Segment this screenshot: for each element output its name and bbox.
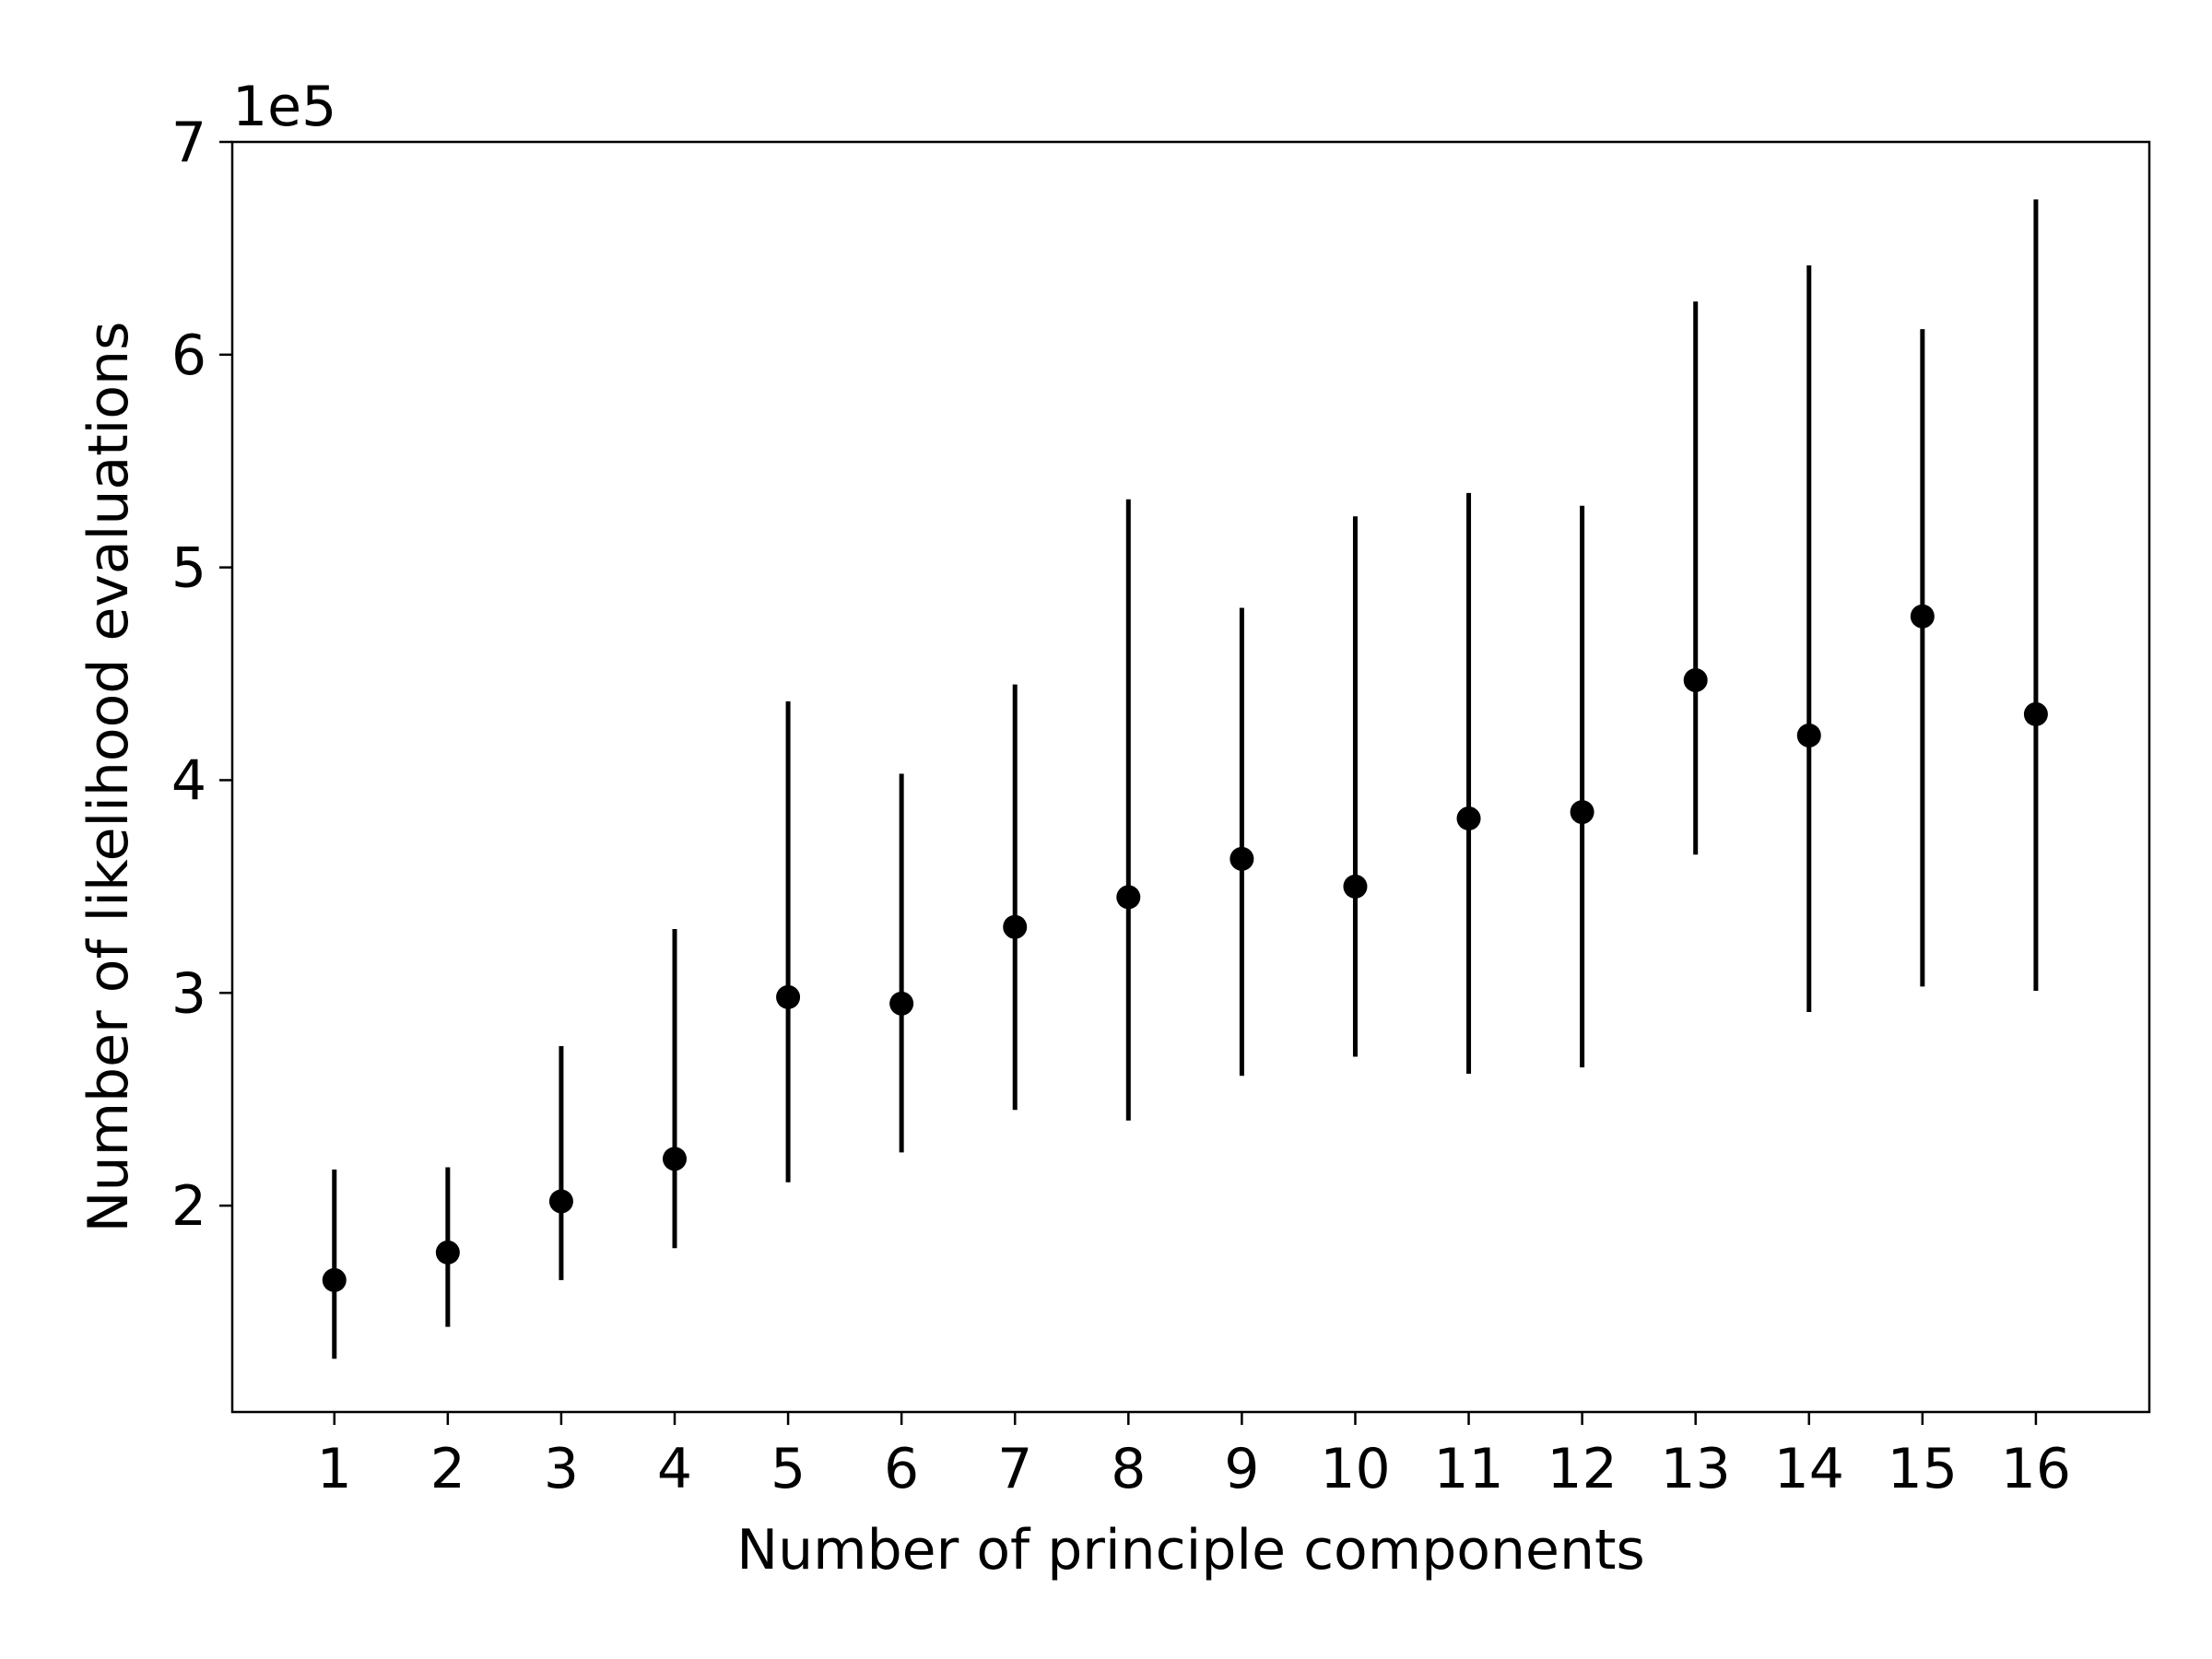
x-tick-label: 13 [1661, 1437, 1731, 1501]
x-tick-label: 10 [1320, 1437, 1390, 1501]
x-tick-label: 2 [430, 1437, 465, 1501]
x-tick-label: 4 [657, 1437, 692, 1501]
y-tick-label: 6 [171, 324, 206, 388]
data-point [548, 1189, 573, 1214]
data-point [889, 991, 914, 1016]
data-point [1683, 667, 1708, 692]
data-point [1003, 914, 1028, 939]
y-tick-label: 2 [171, 1174, 206, 1239]
x-tick-label: 8 [1111, 1437, 1146, 1501]
data-point [1796, 723, 1821, 747]
data-point [435, 1240, 460, 1265]
x-tick-label: 6 [884, 1437, 919, 1501]
y-axis-title: Number of likelihood evaluations [76, 322, 141, 1233]
x-tick-label: 11 [1433, 1437, 1503, 1501]
y-tick-label: 7 [171, 111, 206, 175]
data-point [1570, 800, 1594, 825]
y-axis: 2 3 4 5 6 7 [171, 111, 232, 1239]
data-point [1910, 604, 1935, 629]
data-point [776, 984, 801, 1009]
x-tick-label: 1 [317, 1437, 352, 1501]
y-offset-label: 1e5 [232, 75, 336, 139]
y-tick-label: 3 [171, 961, 206, 1026]
y-tick-label: 5 [171, 536, 206, 601]
marks-layer [322, 199, 2048, 1359]
data-point [322, 1267, 347, 1292]
x-tick-label: 9 [1224, 1437, 1259, 1501]
data-point [2023, 701, 2048, 726]
x-tick-label: 5 [771, 1437, 806, 1501]
data-point [1456, 806, 1481, 831]
x-axis: 1 2 3 4 5 6 7 8 9 10 11 12 13 14 15 16 [317, 1412, 2071, 1501]
x-tick-label: 7 [997, 1437, 1032, 1501]
y-tick-label: 4 [171, 748, 206, 813]
plot-area-frame [230, 140, 2151, 1414]
x-tick-label: 16 [2001, 1437, 2071, 1501]
x-tick-label: 14 [1774, 1437, 1844, 1501]
data-point [1230, 846, 1254, 871]
data-point [1343, 874, 1368, 899]
x-tick-label: 3 [544, 1437, 579, 1501]
x-tick-label: 15 [1888, 1437, 1958, 1501]
data-point [663, 1147, 687, 1171]
data-point [1116, 885, 1141, 910]
x-tick-label: 12 [1547, 1437, 1617, 1501]
x-axis-title: Number of principle components [736, 1518, 1645, 1583]
